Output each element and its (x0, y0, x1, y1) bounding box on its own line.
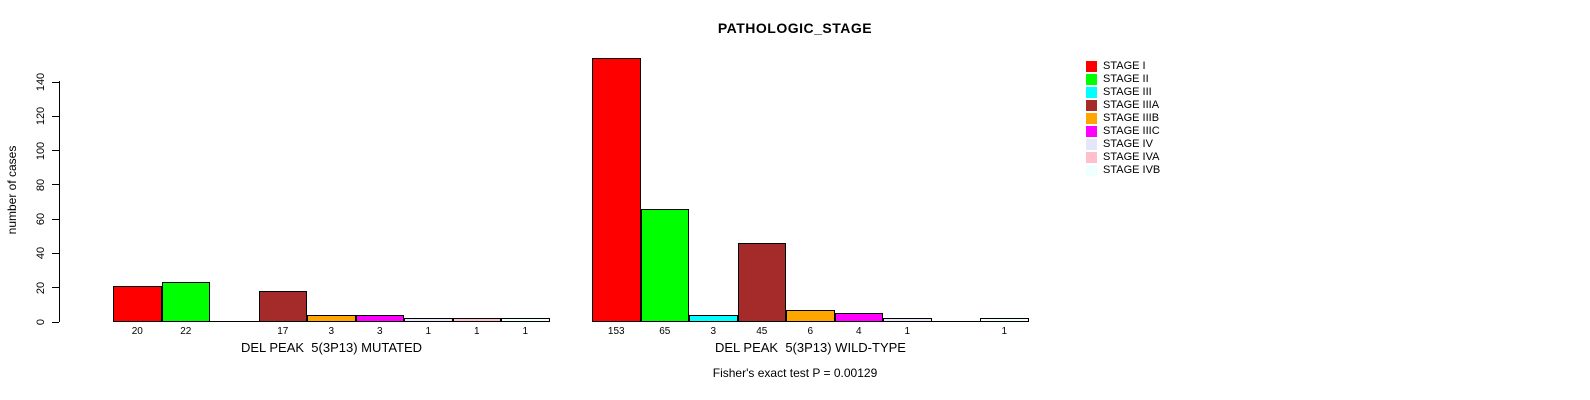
bar-stage-iv (883, 318, 932, 322)
legend: STAGE I STAGE II STAGE III STAGE IIIA STAGE … (1086, 60, 1160, 177)
y-tick-mark (52, 218, 59, 220)
y-tick-mark (52, 184, 59, 186)
bar-stage-iiia (737, 243, 786, 322)
bar-value-label-stage-iiic: 3 (376, 326, 383, 337)
bar-stage-iii (689, 315, 738, 322)
y-axis-title: number of cases (5, 145, 19, 235)
y-tick-label: 80 (35, 178, 47, 191)
legend-label: STAGE IVB (1103, 164, 1161, 176)
bar-value-label-stage-iv: 1 (425, 326, 432, 337)
bar-stage-iii (210, 321, 259, 322)
bar-value-label-stage-iiib: 3 (328, 326, 335, 337)
bar-value-label-stage-iiia: 45 (756, 326, 768, 337)
legend-label: STAGE I (1103, 60, 1146, 72)
fisher-test-annotation: Fisher's exact test P = 0.00129 (712, 366, 878, 380)
bar-stage-i (113, 286, 162, 322)
legend-swatch-icon (1086, 139, 1097, 150)
legend-swatch-icon (1086, 74, 1097, 85)
legend-label: STAGE IIIA (1103, 99, 1160, 111)
bar-stage-iva (452, 318, 501, 322)
legend-swatch-icon (1086, 87, 1097, 98)
bar-value-label-stage-ii: 22 (180, 326, 192, 337)
group-label-wild-type: DEL PEAK 5(3P13) WILD-TYPE (715, 340, 906, 355)
bar-value-label-stage-iiia: 17 (277, 326, 289, 337)
legend-item-stage-iiib: STAGE IIIB (1086, 112, 1160, 125)
bar-value-label-stage-iva: 1 (473, 326, 480, 337)
y-tick-mark (52, 115, 59, 117)
y-tick-mark (52, 150, 59, 152)
legend-item-stage-ii: STAGE II (1086, 73, 1160, 86)
legend-label: STAGE IV (1103, 138, 1153, 150)
legend-item-stage-iiia: STAGE IIIA (1086, 99, 1160, 112)
bar-stage-i (592, 58, 641, 322)
bar-stage-iiic (834, 313, 883, 322)
y-tick-label: 140 (35, 72, 47, 92)
y-tick-label: 0 (35, 318, 47, 326)
legend-swatch-icon (1086, 126, 1097, 137)
y-axis-line (59, 81, 60, 322)
legend-label: STAGE IIIC (1103, 125, 1160, 137)
legend-swatch-icon (1086, 61, 1097, 72)
y-tick-mark (52, 81, 59, 83)
y-tick-label: 40 (35, 247, 47, 260)
bar-value-label-stage-iiic: 4 (855, 326, 862, 337)
legend-swatch-icon (1086, 165, 1097, 176)
legend-swatch-icon (1086, 100, 1097, 111)
bar-stage-ii (161, 282, 210, 322)
bar-stage-iv (404, 318, 453, 322)
y-tick-mark (52, 321, 59, 323)
bar-stage-ivb (501, 318, 550, 322)
bar-value-label-stage-i: 153 (607, 326, 625, 337)
bar-stage-iiib (307, 315, 356, 322)
legend-swatch-icon (1086, 113, 1097, 124)
legend-item-stage-iva: STAGE IVA (1086, 151, 1160, 164)
bar-stage-iiib (786, 310, 835, 322)
y-tick-label: 100 (35, 141, 47, 160)
y-tick-mark (52, 252, 59, 254)
legend-item-stage-i: STAGE I (1086, 60, 1160, 73)
legend-label: STAGE II (1103, 73, 1149, 85)
legend-label: STAGE IIIB (1103, 112, 1160, 124)
bar-value-label-stage-i: 20 (131, 326, 143, 337)
y-tick-label: 60 (35, 213, 47, 226)
bar-value-label-stage-ii: 65 (659, 326, 671, 337)
legend-item-stage-iv: STAGE IV (1086, 138, 1160, 151)
bar-stage-iiic (355, 315, 404, 322)
bar-stage-iiia (258, 291, 307, 322)
bar-value-label-stage-ivb: 1 (1001, 326, 1008, 337)
bar-value-label-stage-iiib: 6 (807, 326, 814, 337)
bar-value-label-stage-iv: 1 (904, 326, 911, 337)
y-tick-label: 120 (35, 107, 47, 126)
group-label-mutated: DEL PEAK 5(3P13) MUTATED (240, 340, 423, 355)
legend-label: STAGE III (1103, 86, 1152, 98)
y-tick-mark (52, 287, 59, 289)
chart-title: PATHOLOGIC_STAGE (717, 20, 873, 36)
bar-value-label-stage-ivb: 1 (522, 326, 529, 337)
bar-value-label-stage-iii: 3 (710, 326, 717, 337)
bar-stage-ii (640, 209, 689, 322)
legend-item-stage-iiic: STAGE IIIC (1086, 125, 1160, 138)
legend-item-stage-iii: STAGE III (1086, 86, 1160, 99)
bar-stage-iva (931, 321, 980, 322)
legend-swatch-icon (1086, 152, 1097, 163)
legend-item-stage-ivb: STAGE IVB (1086, 164, 1160, 177)
bar-stage-ivb (980, 318, 1029, 322)
y-tick-label: 20 (35, 281, 47, 294)
legend-label: STAGE IVA (1103, 151, 1160, 163)
